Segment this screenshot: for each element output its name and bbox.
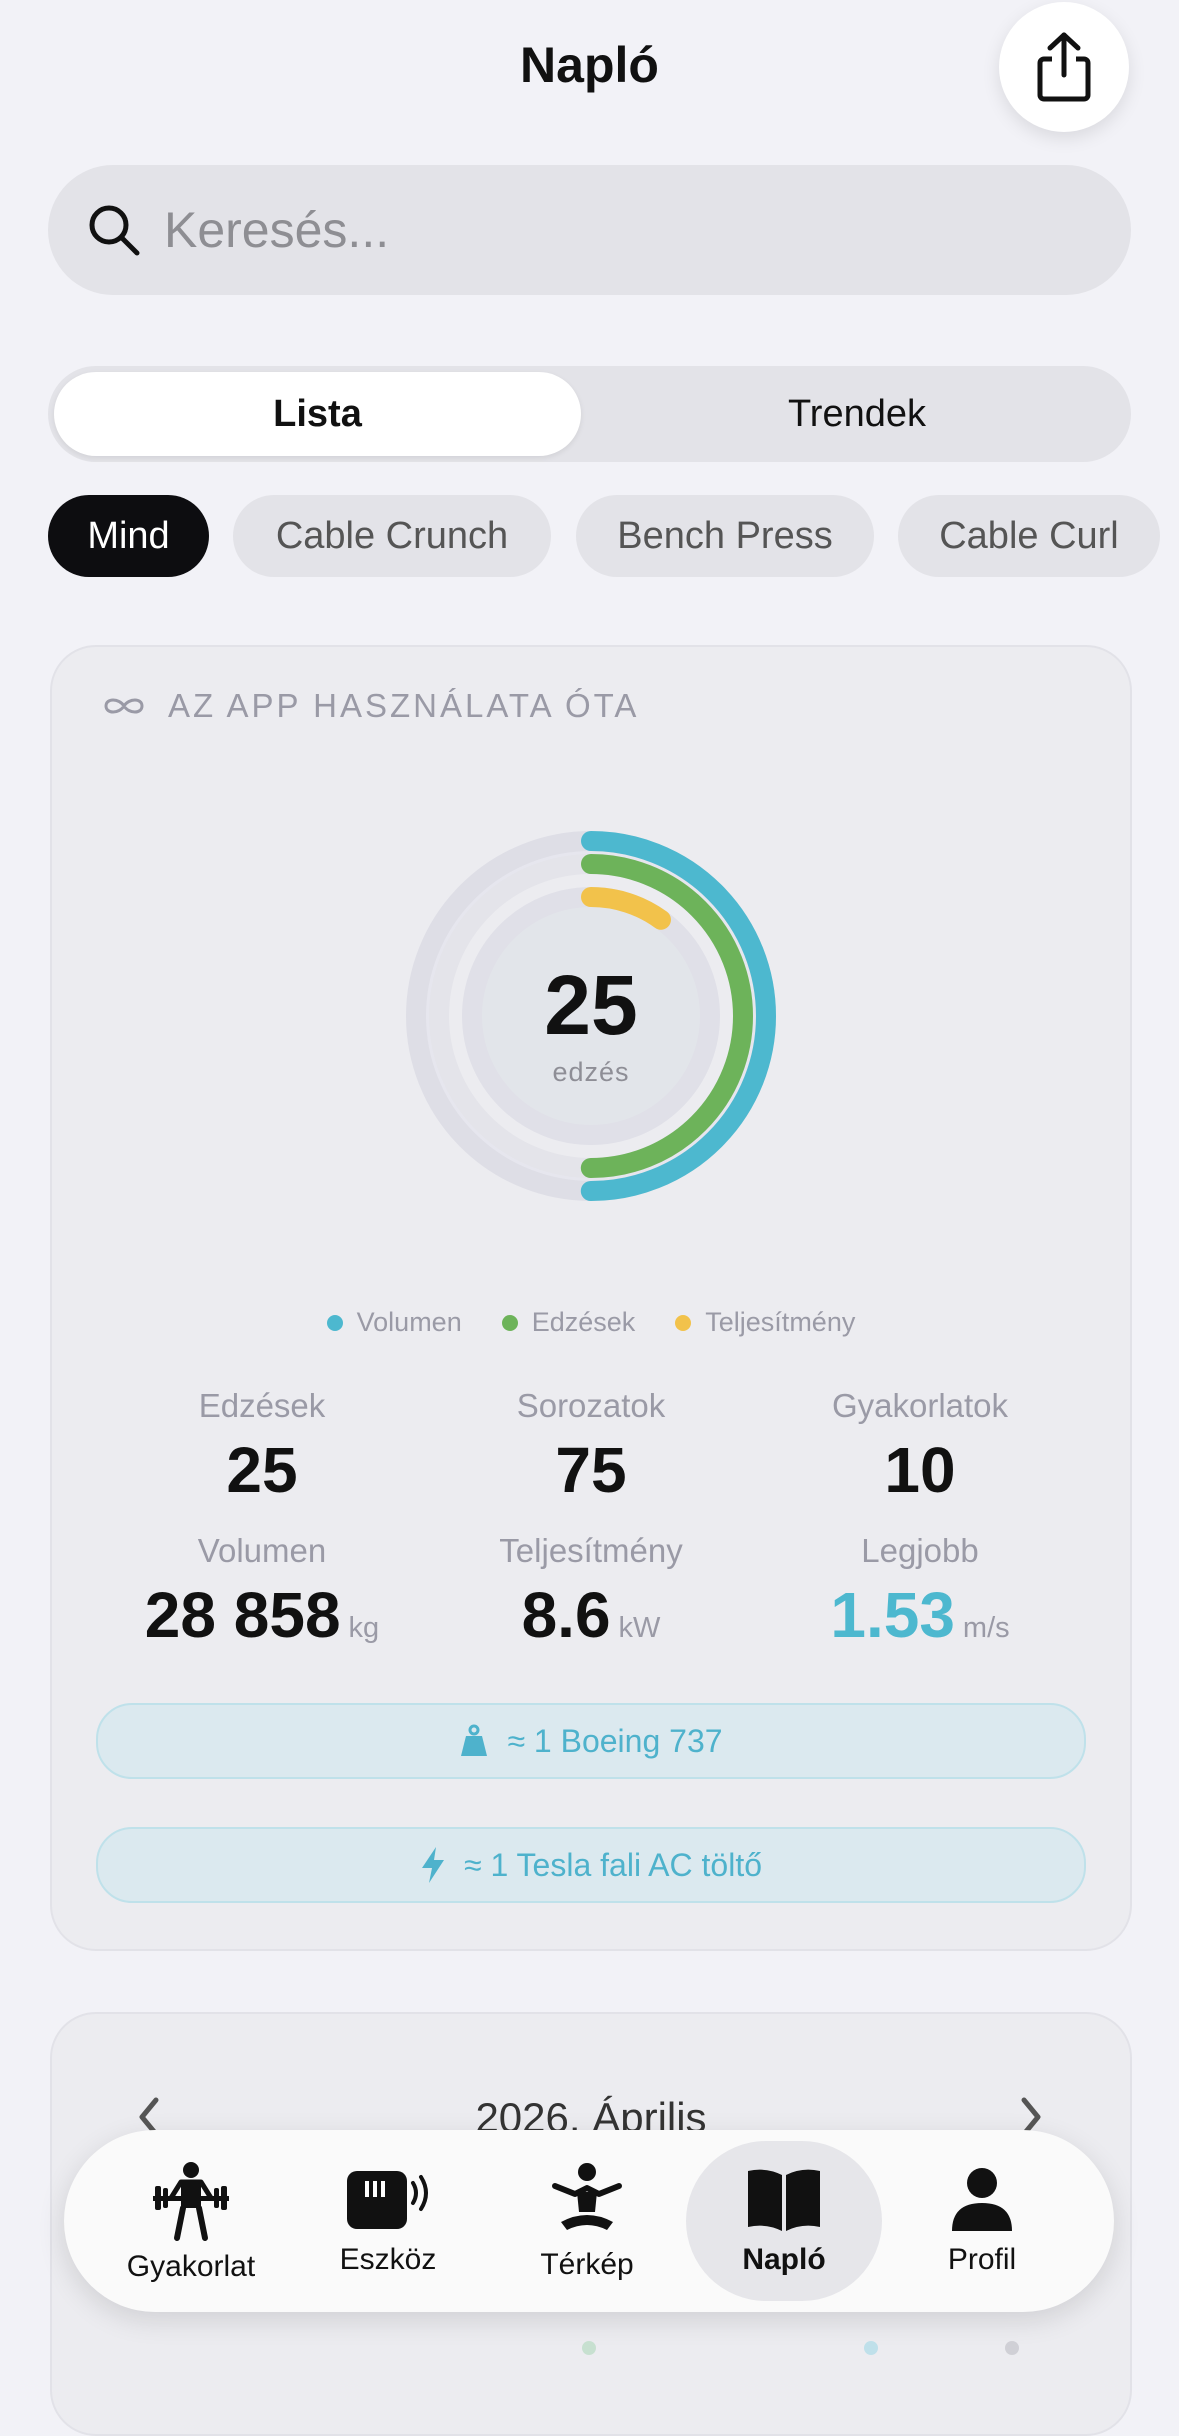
tab-naplo[interactable]: Napló (686, 2141, 882, 2301)
stat-volumen: Volumen 28 858 kg (144, 1532, 380, 1651)
share-icon (1037, 32, 1091, 102)
page-indicator-dots (582, 2341, 1019, 2355)
summary-card: AZ APP HASZNÁLATA ÓTA 25 edzés Volumen E… (50, 645, 1132, 1951)
ring-legend: Volumen Edzések Teljesítmény (52, 1307, 1130, 1338)
tab-eszkoz[interactable]: Eszköz (290, 2130, 486, 2312)
summary-heading: AZ APP HASZNÁLATA ÓTA (168, 687, 640, 724)
person-icon (952, 2168, 1012, 2231)
stat-sorozatok: Sorozatok 75 (516, 1387, 666, 1506)
chevron-right-icon[interactable] (1014, 2094, 1048, 2140)
infinity-icon (104, 698, 144, 714)
stat-teljesitmeny: Teljesítmény 8.6 kW (499, 1532, 683, 1651)
weightlifter-icon (153, 2162, 229, 2241)
activity-rings (406, 831, 776, 1201)
book-icon (748, 2169, 820, 2231)
chevron-left-icon[interactable] (132, 2094, 166, 2140)
tab-bar: Gyakorlat Eszköz Térkép Napló (64, 2130, 1114, 2312)
legend-item-volumen: Volumen (326, 1307, 462, 1338)
filter-chip-cable-curl[interactable]: Cable Curl (898, 495, 1160, 577)
comparison-tesla: ≈ 1 Tesla fali AC töltő (96, 1827, 1086, 1903)
legend-item-edzesek: Edzések (501, 1307, 635, 1338)
stat-edzesek: Edzések 25 (198, 1387, 326, 1506)
stat-legjobb: Legjobb 1.53 m/s (830, 1532, 1010, 1651)
comparison-boeing: ≈ 1 Boeing 737 (96, 1703, 1086, 1779)
body-map-icon (552, 2163, 622, 2230)
tab-terkep[interactable]: Térkép (489, 2130, 685, 2312)
ring-center-label: edzés (552, 1057, 630, 1087)
search-input[interactable] (162, 200, 1066, 260)
view-segmented-control: Lista Trendek (48, 366, 1131, 462)
stat-gyakorlatok: Gyakorlatok 10 (831, 1387, 1009, 1506)
filter-chip-bench-press[interactable]: Bench Press (576, 495, 874, 577)
page-title: Napló (520, 37, 659, 93)
weight-icon (461, 1724, 488, 1756)
filter-chip-mind[interactable]: Mind (48, 495, 209, 577)
legend-item-teljesitmeny: Teljesítmény (675, 1307, 855, 1338)
tab-gyakorlat[interactable]: Gyakorlat (93, 2130, 289, 2312)
summary-header: AZ APP HASZNÁLATA ÓTA (102, 687, 639, 725)
segment-trendek[interactable]: Trendek (788, 392, 926, 435)
bolt-icon (421, 1847, 444, 1883)
filter-chip-cable-crunch[interactable]: Cable Crunch (233, 495, 551, 577)
ring-arc-teljesítmény (462, 887, 720, 1145)
segment-lista[interactable]: Lista (54, 372, 581, 456)
search-bar[interactable] (48, 165, 1131, 295)
ring-center-value: 25 (544, 958, 638, 1052)
ring-arc-edzések (429, 854, 753, 1178)
device-icon (347, 2171, 428, 2229)
search-icon (89, 205, 140, 256)
ring-arc-volumen (406, 831, 776, 1201)
share-button[interactable] (999, 2, 1129, 132)
tab-profil[interactable]: Profil (884, 2130, 1080, 2312)
